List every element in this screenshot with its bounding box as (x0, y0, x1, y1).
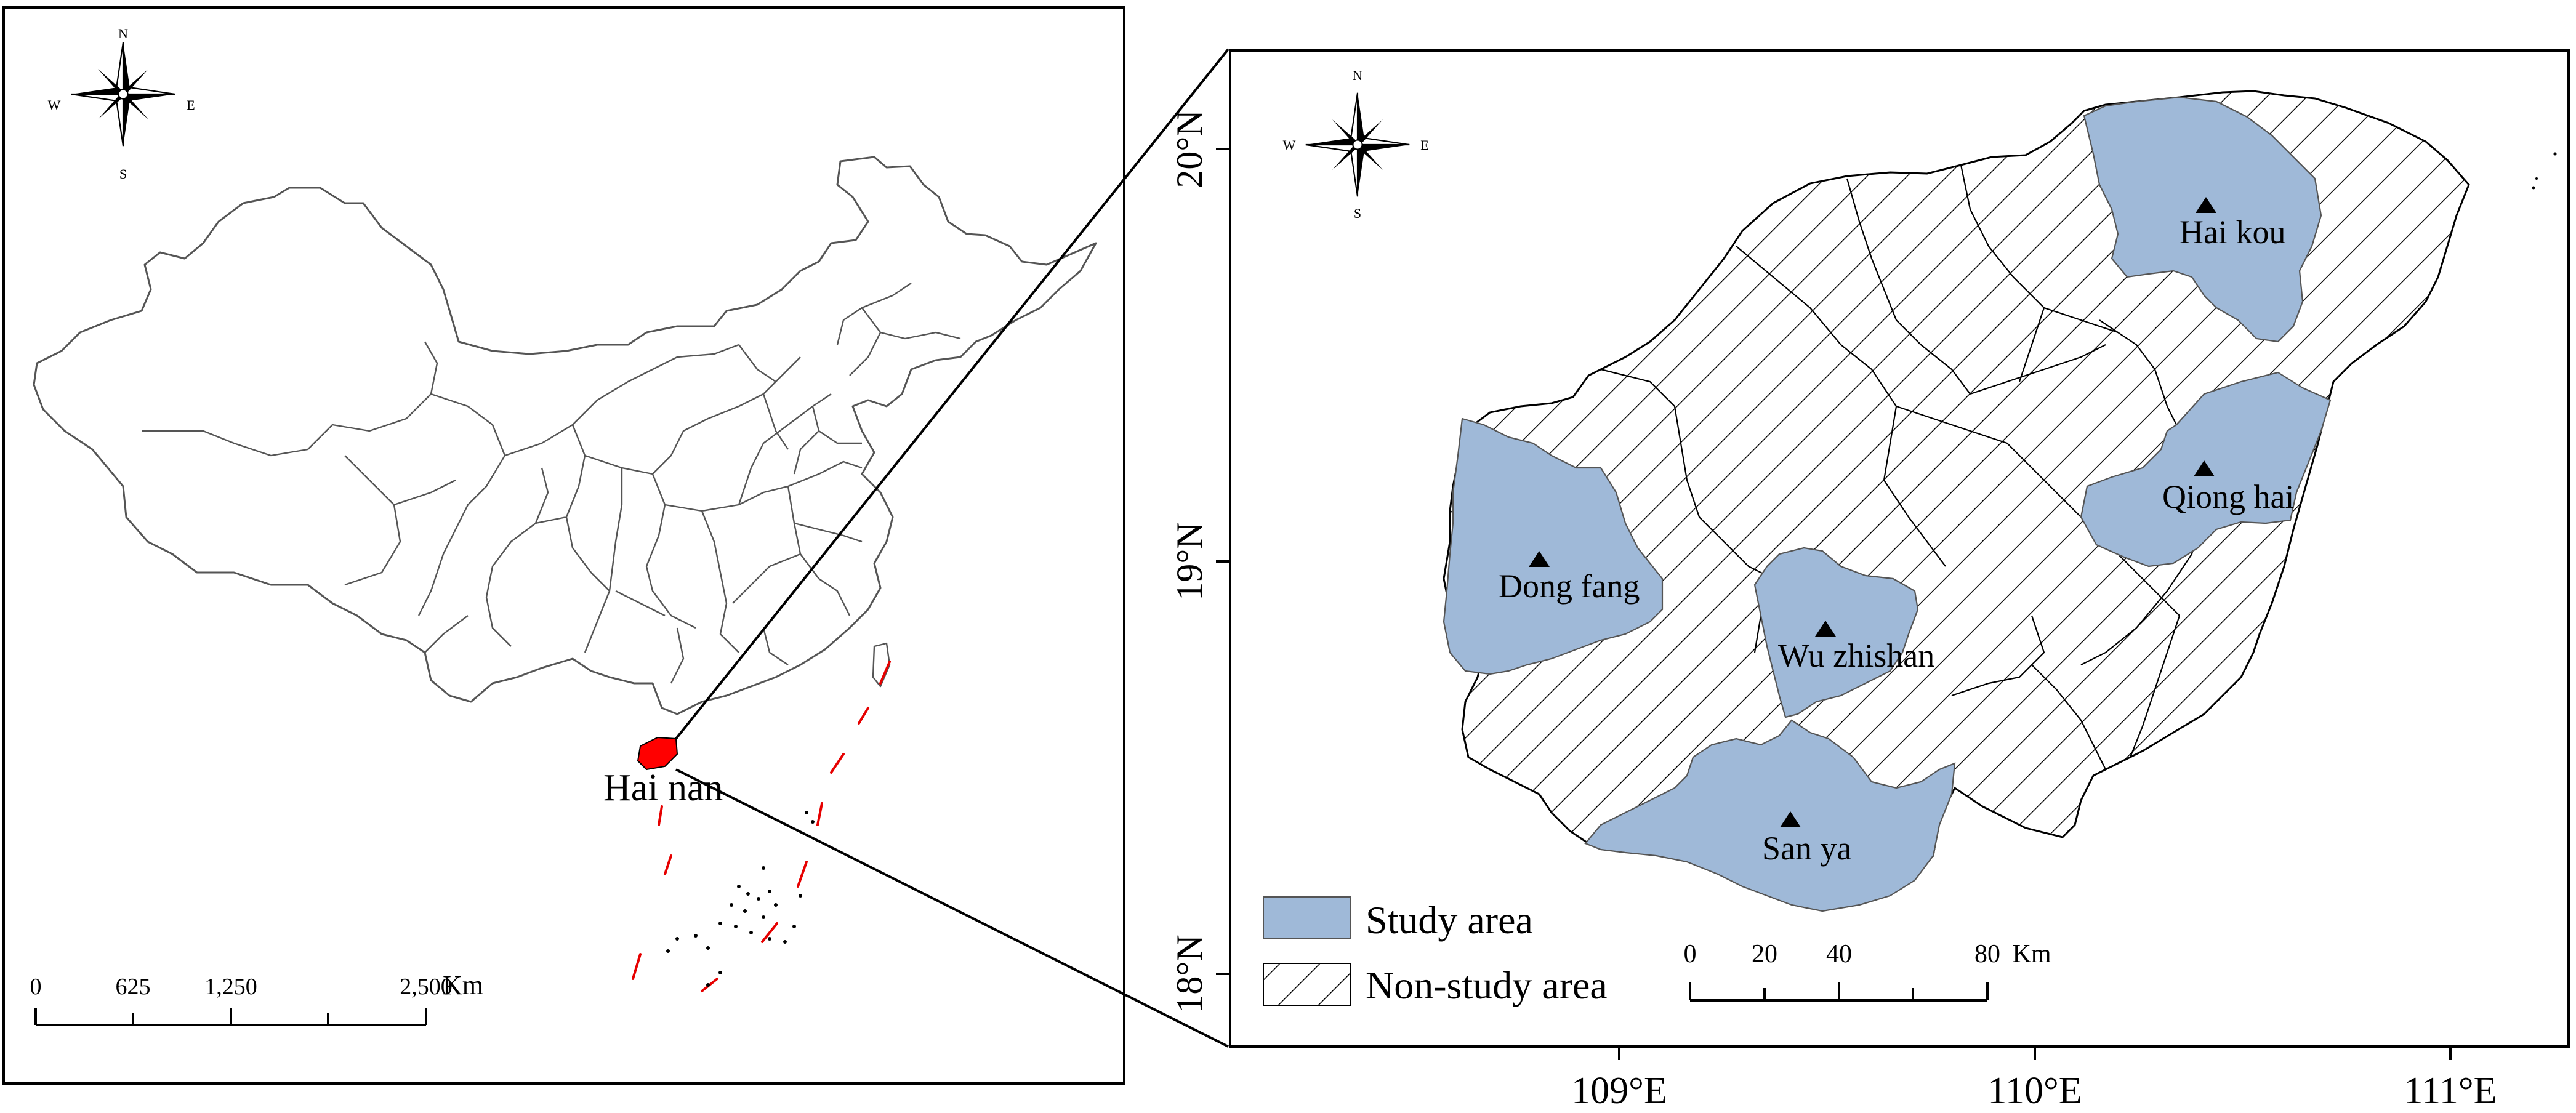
study-area-wu-zhishan (1753, 547, 1919, 718)
study-area-dong-fang (1443, 417, 1664, 675)
lat-label-19n: 19°N (1169, 522, 1210, 600)
left-scale-tick-0: 0 (30, 974, 42, 1000)
legend-nonstudy-swatch (1263, 963, 1351, 1006)
city-marker-wu-zhishan (1815, 621, 1836, 637)
right-scale-tick-0: 0 (1684, 940, 1697, 968)
left-scale-tick-3: 2,500 (400, 974, 453, 1000)
city-marker-hai-kou (2196, 197, 2216, 213)
legend-nonstudy-label: Non-study area (1366, 963, 1608, 1007)
lat-ticks (1216, 148, 1230, 975)
right-scale-unit: Km (2013, 940, 2051, 968)
zoom-connector-lines (675, 48, 1230, 1048)
left-scale-tick-1: 625 (116, 974, 151, 1000)
city-markers (1529, 197, 2216, 827)
lon-label-111e: 111°E (2404, 1070, 2497, 1112)
lat-label-18n: 18°N (1169, 934, 1210, 1013)
study-area-hai-kou (2083, 96, 2322, 343)
lon-label-109e: 109°E (1571, 1070, 1667, 1112)
hainan-label: Hai nan (603, 767, 723, 809)
south-sea-islands (666, 811, 815, 987)
left-scale-bar (34, 1008, 427, 1026)
left-scale-unit: Km (443, 970, 483, 1000)
city-label-qiong-hai: Qiong hai (2162, 478, 2294, 515)
legend-study-swatch (1263, 896, 1351, 939)
city-label-hai-kou: Hai kou (2180, 214, 2285, 251)
right-scale-bar (1689, 982, 1989, 1002)
right-compass-s: S (1354, 206, 1361, 221)
city-marker-qiong-hai (2194, 460, 2215, 476)
right-scale-tick-3: 80 (1974, 940, 2000, 968)
left-compass-e: E (187, 97, 195, 113)
study-area-san-ya (1584, 719, 1956, 912)
city-label-dong-fang: Dong fang (1499, 568, 1640, 605)
china-outline (33, 156, 1097, 715)
city-marker-dong-fang (1529, 551, 1550, 567)
left-compass-s: S (119, 166, 127, 182)
left-compass-n: N (118, 26, 128, 41)
hainan-highlight (637, 736, 678, 771)
legend-study-label: Study area (1366, 898, 1533, 942)
left-scale-tick-2: 1,250 (204, 974, 257, 1000)
lat-label-20n: 20°N (1169, 110, 1210, 188)
city-label-wu-zhishan: Wu zhishan (1778, 637, 1934, 674)
china-map (33, 156, 1097, 715)
city-marker-san-ya (1780, 811, 1801, 827)
right-scale-tick-2: 40 (1826, 940, 1852, 968)
city-label-san-ya: San ya (1762, 830, 1852, 867)
right-compass-n: N (1353, 68, 1362, 83)
right-scale-tick-1: 20 (1752, 940, 1777, 968)
islets (2532, 152, 2557, 190)
left-compass-w: W (48, 97, 61, 113)
province-borders (142, 283, 961, 684)
right-compass-e: E (1420, 137, 1428, 153)
lon-label-110e: 110°E (1987, 1070, 2082, 1112)
right-compass-w: W (1283, 137, 1296, 153)
lon-ticks (1618, 1047, 2452, 1060)
